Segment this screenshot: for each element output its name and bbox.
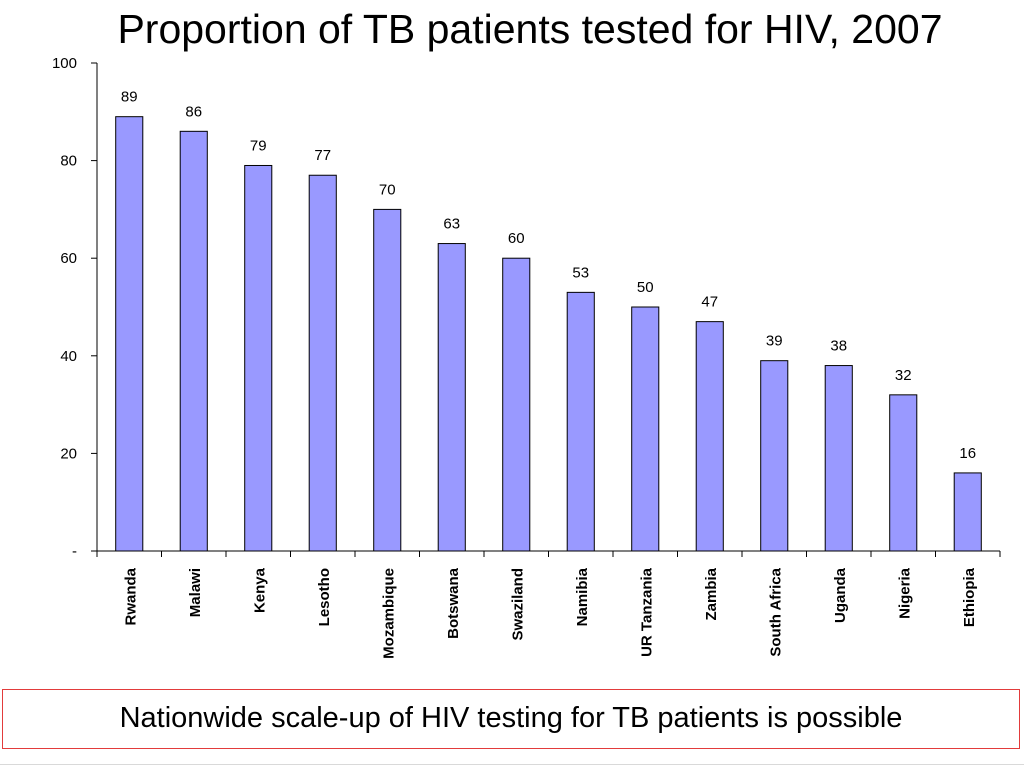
y-tick-label: 80 xyxy=(60,153,77,170)
y-tick-label: 40 xyxy=(60,348,77,365)
bar-ethiopia xyxy=(953,472,982,552)
bar-mozambique xyxy=(373,208,402,552)
bar-uganda xyxy=(824,365,853,552)
bar-zambia xyxy=(695,321,724,552)
value-label: 89 xyxy=(121,89,138,106)
category-label: South Africa xyxy=(767,567,784,656)
bar-swaziland xyxy=(502,257,531,552)
caption-text: Nationwide scale-up of HIV testing for T… xyxy=(119,702,903,734)
bar-botswana xyxy=(437,243,466,552)
category-label: Namibia xyxy=(574,567,591,626)
value-label: 16 xyxy=(959,445,976,462)
value-label: 32 xyxy=(895,367,912,384)
category-label: Botswana xyxy=(445,567,462,639)
bar-namibia xyxy=(566,291,595,552)
chart-title: Proportion of TB patients tested for HIV… xyxy=(117,6,943,52)
bar-ur-tanzania xyxy=(631,306,660,552)
category-label: Malawi xyxy=(187,568,204,617)
value-label: 70 xyxy=(379,181,396,198)
bars xyxy=(115,116,982,552)
bar-malawi xyxy=(179,130,208,552)
y-tick-label: 100 xyxy=(52,55,77,72)
bottom-divider xyxy=(0,764,1024,765)
bar-chart: - 20 40 60 80 100 89 86 79 77 70 63 60 53 50 47 39 38 32 1… xyxy=(52,55,1001,659)
category-label: Swaziland xyxy=(509,568,526,641)
bar-kenya xyxy=(244,164,273,552)
category-label: Lesotho xyxy=(316,568,333,626)
y-tick-label: - xyxy=(72,543,77,560)
category-label: Rwanda xyxy=(122,567,139,625)
y-tick-label: 60 xyxy=(60,250,77,267)
category-label: Nigeria xyxy=(896,567,913,619)
category-label: UR Tanzania xyxy=(638,567,655,657)
bar-lesotho xyxy=(308,174,337,552)
category-labels: Rwanda Malawi Kenya Lesotho Mozambique Botswa… xyxy=(122,567,978,659)
value-label: 39 xyxy=(766,333,783,350)
bar-nigeria xyxy=(889,394,918,552)
value-label: 53 xyxy=(572,264,589,281)
value-label: 47 xyxy=(701,294,718,311)
category-label: Mozambique xyxy=(380,568,397,659)
category-label: Kenya xyxy=(251,567,268,613)
category-label: Zambia xyxy=(703,567,720,620)
value-label: 38 xyxy=(830,338,847,355)
value-label: 86 xyxy=(185,103,202,120)
bar-south-africa xyxy=(760,360,789,552)
value-label: 77 xyxy=(314,147,331,164)
category-label: Uganda xyxy=(832,567,849,623)
value-label: 63 xyxy=(443,216,460,233)
value-label: 79 xyxy=(250,137,267,154)
y-tick-label: 20 xyxy=(60,445,77,462)
bar-rwanda xyxy=(115,116,144,552)
value-label: 60 xyxy=(508,230,525,247)
value-labels: 89 86 79 77 70 63 60 53 50 47 39 38 32 16 xyxy=(121,89,976,462)
caption-box: Nationwide scale-up of HIV testing for T… xyxy=(2,689,1020,749)
category-label: Ethiopia xyxy=(961,567,978,627)
value-label: 50 xyxy=(637,279,654,296)
